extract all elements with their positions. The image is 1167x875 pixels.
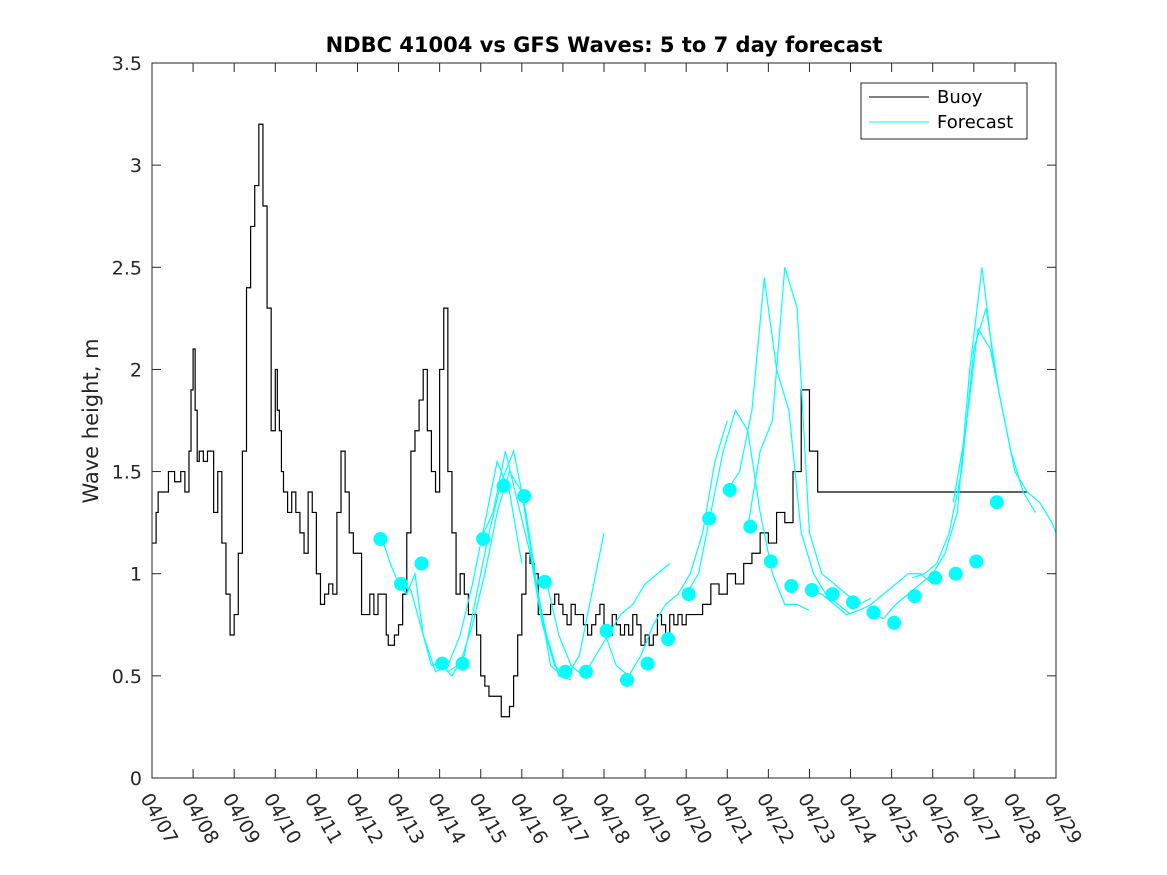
y-tick-labels: 0 0.5 1 1.5 2 2.5 3 3.5: [112, 53, 142, 790]
x-tick-label: 04/08: [177, 790, 223, 848]
x-tick-label: 04/27: [957, 790, 1003, 848]
x-tick-label: 04/26: [916, 790, 962, 848]
forecast-marker: [928, 570, 943, 585]
forecast-marker: [373, 531, 388, 546]
forecast-marker: [476, 531, 491, 546]
forecast-marker: [455, 656, 470, 671]
forecast-line: [952, 326, 1057, 534]
x-tick-label: 04/16: [505, 790, 551, 848]
forecast-marker: [414, 556, 429, 571]
y-tick-label: 1: [130, 564, 142, 586]
forecast-marker: [394, 576, 409, 591]
forecast-line: [809, 573, 934, 616]
forecast-line: [911, 307, 1036, 579]
forecast-marker: [887, 615, 902, 630]
forecast-marker: [578, 664, 593, 679]
forecast-marker: [558, 664, 573, 679]
forecast-marker: [825, 587, 840, 602]
x-tick-label: 04/23: [793, 790, 839, 848]
y-axis-label: Wave height, m: [79, 338, 103, 503]
x-tick-label: 04/28: [999, 790, 1045, 848]
x-tick-label: 04/11: [300, 790, 346, 848]
y-tick-label: 2: [130, 359, 142, 381]
forecast-marker: [804, 583, 819, 598]
forecast-marker: [661, 632, 676, 647]
x-tick-label: 04/10: [259, 790, 305, 848]
forecast-marker: [846, 595, 861, 610]
y-tick-label: 1.5: [112, 462, 142, 484]
y-tick-label: 0: [130, 768, 142, 790]
x-tick-label: 04/15: [464, 790, 510, 848]
buoy-line: [152, 123, 1028, 718]
forecast-marker: [640, 656, 655, 671]
forecast-marker: [948, 566, 963, 581]
legend-buoy-label: Buoy: [937, 87, 983, 108]
chart-title: NDBC 41004 vs GFS Waves: 5 to 7 day fore…: [326, 33, 883, 57]
x-tick-label: 04/14: [423, 790, 469, 848]
x-tick-label: 04/13: [382, 790, 428, 848]
x-tick-label: 04/25: [875, 790, 921, 848]
x-tick-label: 04/12: [341, 790, 387, 848]
x-tick-label: 04/21: [711, 790, 757, 848]
forecast-marker: [969, 554, 984, 569]
forecast-marker: [784, 578, 799, 593]
forecast-marker: [620, 672, 635, 687]
x-tick-label: 04/29: [1040, 790, 1086, 848]
forecast-markers: [373, 478, 1004, 687]
forecast-marker: [989, 495, 1004, 510]
forecast-line: [381, 538, 440, 667]
x-tick-label: 04/20: [670, 790, 716, 848]
x-tick-label: 04/22: [752, 790, 798, 848]
x-tick-label: 04/19: [629, 790, 675, 848]
y-tick-label: 3.5: [112, 53, 142, 75]
forecast-line: [447, 470, 572, 681]
forecast-line: [480, 451, 605, 677]
plot-frame: [151, 62, 1057, 779]
forecast-marker: [496, 478, 511, 493]
forecast-marker: [435, 656, 450, 671]
x-tick-label: 04/17: [547, 790, 593, 848]
legend-forecast-label: Forecast: [937, 112, 1013, 133]
plot-area: [152, 63, 1056, 778]
x-tick-label: 04/07: [136, 790, 182, 848]
forecast-marker: [907, 589, 922, 604]
forecast-marker: [763, 554, 778, 569]
legend: Buoy Forecast: [860, 82, 1028, 140]
legend-box: [860, 82, 1028, 140]
x-tick-label: 04/24: [834, 790, 880, 848]
forecast-marker: [702, 511, 717, 526]
forecast-line: [603, 420, 728, 677]
y-tick-label: 3: [130, 155, 142, 177]
x-tick-labels: 04/0704/0804/0904/1004/1104/1204/1304/14…: [136, 790, 1086, 848]
forecast-marker: [866, 605, 881, 620]
forecast-marker: [743, 519, 758, 534]
forecast-marker: [681, 587, 696, 602]
forecast-marker: [722, 482, 737, 497]
forecast-marker: [599, 623, 614, 638]
buoy-series: [152, 123, 1028, 718]
x-tick-label: 04/18: [588, 790, 634, 848]
y-tick-label: 2.5: [112, 257, 142, 279]
forecast-marker: [517, 489, 532, 504]
x-tick-label: 04/09: [218, 790, 264, 848]
y-tick-label: 0.5: [112, 666, 142, 688]
forecast-marker: [537, 574, 552, 589]
